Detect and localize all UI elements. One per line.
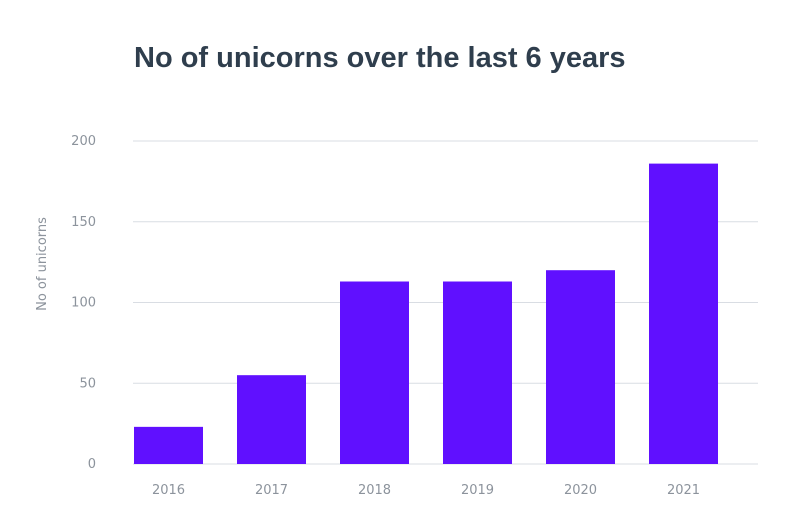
x-tick-label: 2021 (667, 483, 700, 498)
x-tick-label: 2019 (461, 483, 494, 498)
y-tick-label: 50 (79, 376, 96, 391)
bar-2016 (134, 426, 203, 464)
bar-2021 (649, 163, 718, 465)
y-axis-ticks: 0 50 100 150 200 (71, 134, 96, 472)
bar-2018 (340, 281, 409, 464)
y-tick-label: 150 (71, 215, 96, 230)
bars (134, 163, 718, 465)
bar-2019 (443, 281, 512, 464)
x-tick-label: 2020 (564, 483, 597, 498)
x-tick-label: 2017 (255, 483, 288, 498)
y-axis-title: No of unicorns (35, 217, 50, 311)
y-tick-label: 200 (71, 134, 96, 149)
x-tick-label: 2018 (358, 483, 391, 498)
x-axis-ticks: 2016 2017 2018 2019 2020 2021 (152, 483, 700, 498)
bar-2017 (237, 375, 306, 464)
chart-title: No of unicorns over the last 6 years (134, 42, 626, 74)
y-tick-label: 0 (88, 457, 96, 472)
x-tick-label: 2016 (152, 483, 185, 498)
y-tick-label: 100 (71, 296, 96, 311)
bar-2020 (546, 270, 615, 464)
